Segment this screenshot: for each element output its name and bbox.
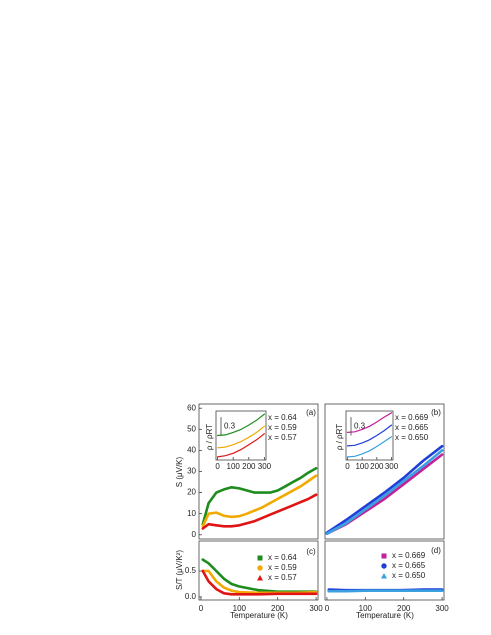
scale-bar-label: 0.3 <box>354 421 366 430</box>
legend-label: x = 0.650 <box>395 433 429 442</box>
x-tick-label: 100 <box>227 462 241 471</box>
scale-bar-label: 0.3 <box>224 421 236 430</box>
y-tick-label: 0.0 <box>185 592 197 601</box>
y-axis-label: S (μV/K) <box>175 456 184 487</box>
y-tick-label: 50 <box>187 424 196 433</box>
data-line <box>217 413 265 437</box>
data-line <box>201 474 318 528</box>
plot-frame <box>324 403 445 540</box>
x-tick-label: 200 <box>271 604 285 613</box>
data-line <box>325 449 444 535</box>
data-line <box>201 569 318 596</box>
x-tick-label: 300 <box>435 604 449 613</box>
y-tick-label: 0 <box>192 530 197 539</box>
x-tick-label: 0 <box>325 604 330 613</box>
data-line <box>346 424 393 447</box>
panel-label: (d) <box>431 546 441 555</box>
legend-label: x = 0.650 <box>392 571 426 580</box>
inset-frame <box>215 410 267 461</box>
y-axis-label: S/T (μV/K²) <box>175 550 184 590</box>
y-axis-label: ρ / ρRT <box>335 424 344 450</box>
data-line <box>201 558 318 593</box>
x-tick-label: 200 <box>242 462 256 471</box>
y-axis-label: ρ / ρRT <box>205 424 214 450</box>
data-line <box>327 589 444 593</box>
legend-marker <box>257 555 263 561</box>
legend-label: x = 0.64 <box>268 553 297 562</box>
x-tick-label: 300 <box>258 462 272 471</box>
legend-label: x = 0.669 <box>395 413 429 422</box>
panel-label: (c) <box>306 547 316 556</box>
data-line <box>217 433 265 458</box>
y-tick-label: 20 <box>187 488 196 497</box>
legend-marker <box>381 573 387 579</box>
y-tick-label: 40 <box>187 446 196 455</box>
x-tick-label: 300 <box>309 604 323 613</box>
x-tick-label: 200 <box>370 462 384 471</box>
x-tick-label: 100 <box>233 604 247 613</box>
data-line <box>346 412 393 433</box>
x-tick-label: 200 <box>397 604 411 613</box>
y-tick-label: 10 <box>187 509 196 518</box>
x-tick-label: 100 <box>359 604 373 613</box>
data-line <box>217 425 265 449</box>
legend-marker <box>257 565 263 571</box>
legend-label: x = 0.665 <box>392 561 426 570</box>
legend-label: x = 0.665 <box>395 423 429 432</box>
legend-label: x = 0.59 <box>268 563 297 572</box>
y-tick-label: 0.5 <box>185 566 197 575</box>
legend-marker <box>381 563 387 569</box>
y-tick-label: 60 <box>187 403 196 412</box>
data-line <box>346 436 393 458</box>
x-axis-label: Temperature (K) <box>356 611 414 620</box>
legend-label: x = 0.59 <box>268 423 297 432</box>
panel-label: (a) <box>306 408 316 417</box>
x-tick-label: 100 <box>355 462 369 471</box>
legend-label: x = 0.64 <box>268 413 297 422</box>
plot-frame <box>324 540 445 601</box>
legend-marker <box>257 575 263 581</box>
legend-marker <box>381 553 387 559</box>
x-tick-label: 0 <box>199 604 204 613</box>
y-tick-label: 30 <box>187 467 196 476</box>
x-tick-label: 0 <box>215 462 220 471</box>
data-line <box>201 467 318 526</box>
legend-label: x = 0.669 <box>392 551 426 560</box>
inset-frame <box>345 410 394 461</box>
plot-frame <box>198 540 319 601</box>
panel-label: (b) <box>431 408 441 417</box>
data-line <box>201 493 318 530</box>
legend-label: x = 0.57 <box>268 433 297 442</box>
data-line <box>325 444 444 534</box>
x-tick-label: 300 <box>385 462 399 471</box>
legend-label: x = 0.57 <box>268 573 297 582</box>
x-tick-label: 0 <box>345 462 350 471</box>
x-axis-label: Temperature (K) <box>230 611 288 620</box>
